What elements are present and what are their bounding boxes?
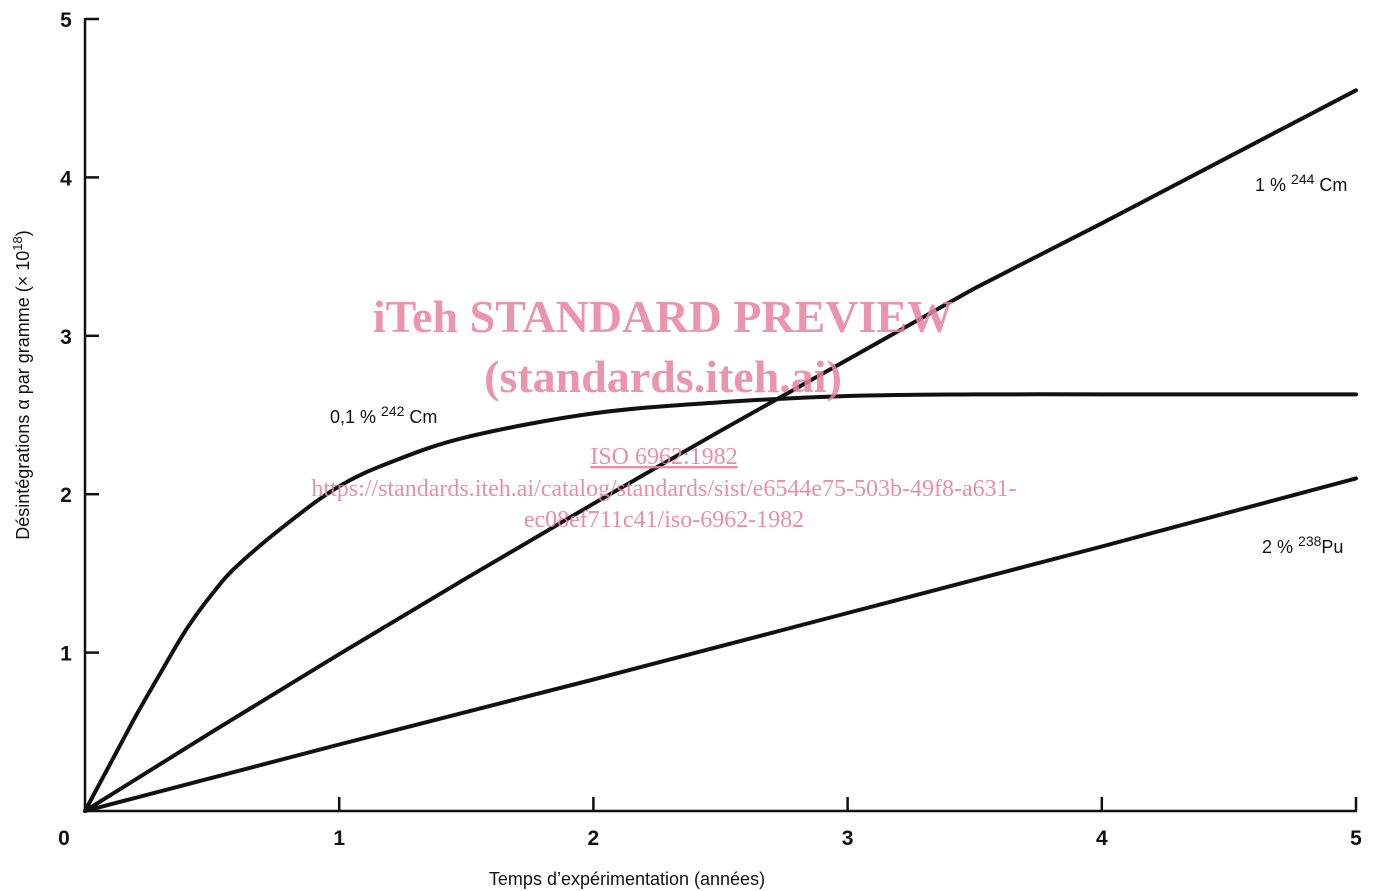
series-label-isotope: 238 — [1298, 533, 1322, 549]
watermark-link[interactable]: ISO 6962:1982 — [590, 444, 737, 470]
y-axis-title: Désintégrations α par gramme (× 1018) — [10, 230, 33, 540]
y-tick-label: 1 — [60, 643, 72, 666]
series-line-pu238 — [83, 476, 1358, 813]
y-tick-label: 3 — [60, 326, 72, 349]
series-label-prefix: 1 % — [1255, 175, 1291, 195]
x-axis-title: Temps d’expérimentation (années) — [489, 869, 765, 889]
series-label-cm242: 0,1 % 242 Cm — [330, 403, 437, 427]
y-tick-label: 2 — [60, 484, 72, 507]
y-axis-title-main: Désintégrations α par gramme (× 10 — [13, 251, 33, 540]
series-label-element: Pu — [1321, 537, 1343, 557]
series-label-pu238: 2 % 238Pu — [1262, 533, 1343, 557]
y-tick-label: 4 — [60, 167, 72, 190]
series-label-cm244: 1 % 244 Cm — [1255, 171, 1347, 195]
watermark-url-line1: https://standards.iteh.ai/catalog/standa… — [311, 476, 1016, 502]
x-tick-label: 2 — [588, 827, 600, 850]
series-label-element: Cm — [404, 407, 437, 427]
watermark-title: iTeh STANDARD PREVIEW — [373, 291, 953, 342]
series-labels: 0,1 % 242 Cm1 % 244 Cm2 % 238Pu — [330, 171, 1347, 557]
watermark-url-line2: ec08ef711c41/iso-6962-1982 — [524, 507, 804, 533]
series-label-isotope: 244 — [1291, 171, 1315, 187]
y-axis-title-exponent: 18 — [10, 236, 25, 250]
series-label-element: Cm — [1314, 175, 1347, 195]
y-tick-label: 5 — [60, 9, 72, 32]
x-tick-label: 0 — [58, 827, 70, 850]
series-line-cm242 — [83, 392, 1358, 813]
series-label-isotope: 242 — [381, 403, 405, 419]
x-tick-label: 1 — [333, 827, 345, 850]
watermark: iTeh STANDARD PREVIEW (standards.iteh.ai… — [311, 291, 1016, 533]
y-axis-title-close: ) — [13, 230, 33, 236]
series-line-cm244 — [83, 88, 1358, 813]
x-tick-label: 5 — [1350, 827, 1362, 850]
series-group — [83, 88, 1358, 813]
x-tick-label: 3 — [842, 827, 854, 850]
axes: 0 1 2 3 4 5 1 2 3 4 5 Temps d’expérimentation (anné… — [10, 9, 1362, 889]
series-label-prefix: 0,1 % — [330, 407, 381, 427]
series-label-prefix: 2 % — [1262, 537, 1298, 557]
x-tick-label: 4 — [1096, 827, 1108, 850]
watermark-subtitle: (standards.iteh.ai) — [484, 351, 842, 402]
